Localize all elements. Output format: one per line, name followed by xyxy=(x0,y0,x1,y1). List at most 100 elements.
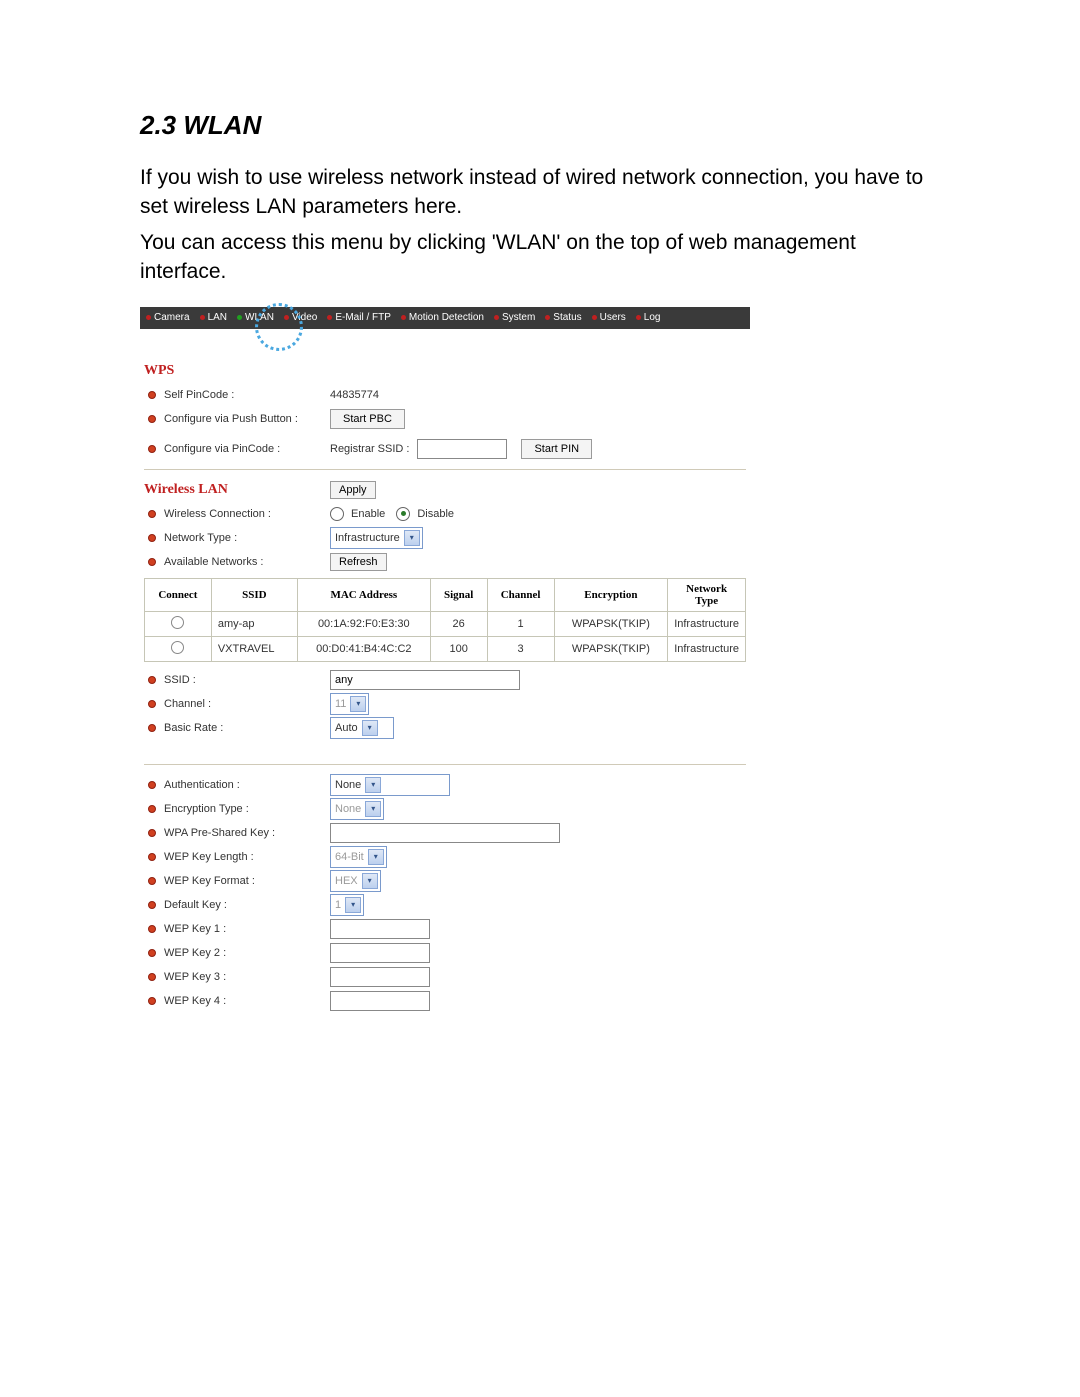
nav-system[interactable]: System xyxy=(494,312,535,323)
start-pin-button[interactable]: Start PIN xyxy=(521,439,592,459)
channel-label: Channel : xyxy=(164,698,211,710)
intro-paragraph-2: You can access this menu by clicking 'WL… xyxy=(140,228,940,287)
nav-label: Status xyxy=(553,312,581,323)
network-type-label: Network Type : xyxy=(164,532,237,544)
bullet-icon xyxy=(148,781,156,789)
basic-rate-label: Basic Rate : xyxy=(164,722,223,734)
chevron-down-icon: ▾ xyxy=(365,801,381,817)
self-pin-value: 44835774 xyxy=(330,389,379,401)
nav-motion[interactable]: Motion Detection xyxy=(401,312,484,323)
cell-channel: 1 xyxy=(487,611,554,636)
nav-lan[interactable]: LAN xyxy=(200,312,227,323)
wep-key-1-label: WEP Key 1 : xyxy=(164,923,226,935)
apply-button[interactable]: Apply xyxy=(330,481,376,499)
divider xyxy=(144,469,746,470)
pincode-label: Configure via PinCode : xyxy=(164,443,280,455)
bullet-icon xyxy=(148,445,156,453)
th-connect: Connect xyxy=(145,578,212,611)
nav-label: LAN xyxy=(208,312,227,323)
bullet-icon xyxy=(148,997,156,1005)
th-signal: Signal xyxy=(430,578,487,611)
registrar-ssid-input[interactable] xyxy=(417,439,507,459)
bullet-icon xyxy=(148,676,156,684)
network-type-select[interactable]: Infrastructure▾ xyxy=(330,527,423,549)
nav-camera[interactable]: Camera xyxy=(146,312,190,323)
wep-format-select[interactable]: HEX▾ xyxy=(330,870,381,892)
ssid-input[interactable] xyxy=(330,670,520,690)
wpa-psk-label: WPA Pre-Shared Key : xyxy=(164,827,275,839)
nav-label: System xyxy=(502,312,535,323)
table-row: amy-ap 00:1A:92:F0:E3:30 26 1 WPAPSK(TKI… xyxy=(145,611,746,636)
bullet-icon xyxy=(148,510,156,518)
wep-key-2-input[interactable] xyxy=(330,943,430,963)
bullet-icon xyxy=(148,877,156,885)
chevron-down-icon: ▾ xyxy=(362,720,378,736)
encryption-type-label: Encryption Type : xyxy=(164,803,249,815)
cell-mac: 00:D0:41:B4:4C:C2 xyxy=(297,636,430,661)
top-nav: Camera LAN WLAN Video E-Mail / FTP Motio… xyxy=(140,307,750,329)
bullet-icon xyxy=(148,805,156,813)
nav-label: E-Mail / FTP xyxy=(335,312,391,323)
wep-format-label: WEP Key Format : xyxy=(164,875,255,887)
th-ssid: SSID xyxy=(211,578,297,611)
self-pin-label: Self PinCode : xyxy=(164,389,234,401)
channel-select[interactable]: 11▾ xyxy=(330,693,369,715)
wps-title: WPS xyxy=(144,363,746,379)
connect-radio[interactable] xyxy=(171,641,184,654)
wep-key-4-label: WEP Key 4 : xyxy=(164,995,226,1007)
nav-video[interactable]: Video xyxy=(284,312,317,323)
wep-length-select[interactable]: 64-Bit▾ xyxy=(330,846,387,868)
enable-label: Enable xyxy=(351,508,385,520)
bullet-icon xyxy=(148,949,156,957)
nav-label: Camera xyxy=(154,312,190,323)
cell-mac: 00:1A:92:F0:E3:30 xyxy=(297,611,430,636)
table-header-row: Connect SSID MAC Address Signal Channel … xyxy=(145,578,746,611)
cell-ssid: amy-ap xyxy=(211,611,297,636)
cell-encryption: WPAPSK(TKIP) xyxy=(554,611,668,636)
connect-radio[interactable] xyxy=(171,616,184,629)
wlan-title: Wireless LAN xyxy=(144,482,330,498)
bullet-icon xyxy=(148,558,156,566)
wep-key-3-input[interactable] xyxy=(330,967,430,987)
cell-nettype: Infrastructure xyxy=(668,636,746,661)
disable-radio[interactable] xyxy=(396,507,410,521)
wpa-psk-input[interactable] xyxy=(330,823,560,843)
basic-rate-select[interactable]: Auto▾ xyxy=(330,717,394,739)
wep-key-2-label: WEP Key 2 : xyxy=(164,947,226,959)
cell-signal: 100 xyxy=(430,636,487,661)
bullet-icon xyxy=(148,901,156,909)
nav-status[interactable]: Status xyxy=(545,312,581,323)
refresh-button[interactable]: Refresh xyxy=(330,553,387,571)
chevron-down-icon: ▾ xyxy=(365,777,381,793)
bullet-icon xyxy=(148,925,156,933)
cell-ssid: VXTRAVEL xyxy=(211,636,297,661)
nav-log[interactable]: Log xyxy=(636,312,661,323)
chevron-down-icon: ▾ xyxy=(350,696,366,712)
authentication-label: Authentication : xyxy=(164,779,240,791)
authentication-select[interactable]: None▾ xyxy=(330,774,450,796)
wep-key-4-input[interactable] xyxy=(330,991,430,1011)
networks-table: Connect SSID MAC Address Signal Channel … xyxy=(144,578,746,662)
nav-users[interactable]: Users xyxy=(592,312,626,323)
nav-email-ftp[interactable]: E-Mail / FTP xyxy=(327,312,391,323)
wep-key-1-input[interactable] xyxy=(330,919,430,939)
bullet-icon xyxy=(148,534,156,542)
bullet-icon xyxy=(148,973,156,981)
bullet-icon xyxy=(148,391,156,399)
chevron-down-icon: ▾ xyxy=(362,873,378,889)
nav-wlan[interactable]: WLAN xyxy=(237,312,274,323)
nav-label: Video xyxy=(292,312,317,323)
cell-signal: 26 xyxy=(430,611,487,636)
default-key-select[interactable]: 1▾ xyxy=(330,894,364,916)
push-button-label: Configure via Push Button : xyxy=(164,413,298,425)
enable-radio[interactable] xyxy=(330,507,344,521)
encryption-type-select[interactable]: None▾ xyxy=(330,798,384,820)
th-channel: Channel xyxy=(487,578,554,611)
screenshot-container: Camera LAN WLAN Video E-Mail / FTP Motio… xyxy=(140,307,750,1013)
bullet-icon xyxy=(148,700,156,708)
nav-label: WLAN xyxy=(245,312,274,323)
bullet-icon xyxy=(148,724,156,732)
start-pbc-button[interactable]: Start PBC xyxy=(330,409,405,429)
chevron-down-icon: ▾ xyxy=(404,530,420,546)
disable-label: Disable xyxy=(417,508,454,520)
